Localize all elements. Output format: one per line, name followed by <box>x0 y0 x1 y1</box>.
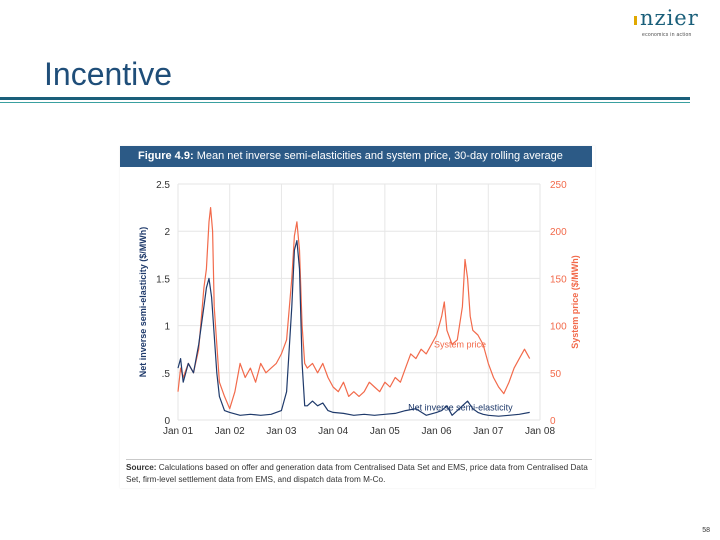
logo-accent-mark <box>634 16 637 25</box>
figure-caption-text: Mean net inverse semi-elasticities and s… <box>196 150 563 162</box>
y-right-tick-label: 200 <box>550 227 567 238</box>
semi-elasticity-line <box>177 240 530 417</box>
title-divider <box>0 97 690 100</box>
x-tick-label: Jan 07 <box>473 426 503 437</box>
figure-panel: Figure 4.9: Mean net inverse semi-elasti… <box>120 146 595 488</box>
logo-wordmark: nzier <box>640 6 699 30</box>
logo-tagline: economics in action <box>642 32 692 38</box>
x-tick-label: Jan 01 <box>163 426 193 437</box>
system-price-annotation: System price <box>434 339 486 349</box>
x-tick-label: Jan 02 <box>215 426 245 437</box>
system-price-line <box>177 207 531 410</box>
source-text: Calculations based on offer and generati… <box>126 463 588 484</box>
semi-elasticity-annotation: Net inverse semi-elasticity <box>408 403 513 413</box>
y-left-tick-label: .5 <box>162 369 171 380</box>
y-left-tick-label: 1.5 <box>156 274 170 285</box>
figure-label: Figure 4.9: <box>138 150 194 162</box>
x-tick-label: Jan 05 <box>370 426 400 437</box>
y-right-tick-label: 250 <box>550 180 567 191</box>
source-label: Source: <box>126 463 157 472</box>
y-right-axis-label: System price ($/MWh) <box>570 255 580 349</box>
title-divider-thin <box>0 102 690 103</box>
y-right-tick-label: 50 <box>550 369 562 380</box>
y-right-tick-label: 100 <box>550 322 567 333</box>
figure-source: Source: Calculations based on offer and … <box>126 462 592 486</box>
y-left-tick-label: 2.5 <box>156 180 170 191</box>
y-right-tick-label: 150 <box>550 274 567 285</box>
source-divider <box>126 459 592 460</box>
y-left-tick-label: 2 <box>164 227 170 238</box>
y-left-axis-label: Net inverse semi-elasticity ($/MWh) <box>138 227 148 378</box>
slide-title: Incentive <box>44 56 173 92</box>
page-number: 58 <box>702 527 710 534</box>
figure-caption: Figure 4.9: Mean net inverse semi-elasti… <box>120 146 592 167</box>
x-tick-label: Jan 03 <box>266 426 296 437</box>
y-right-tick-label: 0 <box>550 416 556 427</box>
x-tick-label: Jan 06 <box>422 426 452 437</box>
x-tick-label: Jan 08 <box>525 426 555 437</box>
y-left-tick-label: 0 <box>164 416 170 427</box>
line-chart: Jan 01 Jan 02 Jan 03 Jan 04 Jan 05 Jan 06 Jan … <box>138 180 580 437</box>
y-left-tick-label: 1 <box>164 322 170 333</box>
x-tick-label: Jan 04 <box>318 426 348 437</box>
